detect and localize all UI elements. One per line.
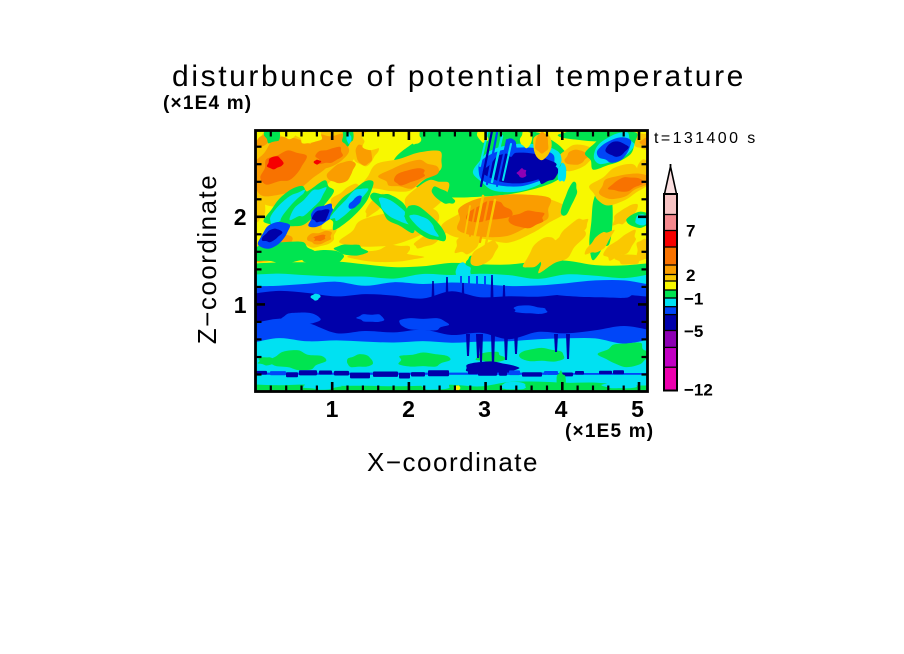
svg-text:7: 7 (686, 222, 695, 241)
svg-text:−5: −5 (684, 322, 703, 341)
svg-text:5: 5 (631, 396, 644, 422)
svg-text:(×1E4 m): (×1E4 m) (163, 93, 252, 114)
svg-text:Z−coordinate: Z−coordinate (192, 174, 222, 344)
svg-text:t=131400 s: t=131400 s (654, 130, 758, 147)
svg-text:−12: −12 (684, 381, 713, 400)
svg-text:−1: −1 (684, 290, 703, 309)
svg-text:disturbunce of potential tempe: disturbunce of potential temperature (172, 60, 746, 93)
svg-text:2: 2 (402, 396, 415, 422)
svg-text:1: 1 (234, 292, 247, 318)
svg-text:X−coordinate: X−coordinate (367, 447, 539, 477)
svg-text:2: 2 (686, 266, 695, 285)
svg-text:3: 3 (478, 396, 491, 422)
svg-text:4: 4 (555, 396, 568, 422)
svg-text:(×1E5 m): (×1E5 m) (565, 421, 654, 442)
svg-text:2: 2 (234, 204, 247, 230)
svg-text:1: 1 (326, 396, 339, 422)
